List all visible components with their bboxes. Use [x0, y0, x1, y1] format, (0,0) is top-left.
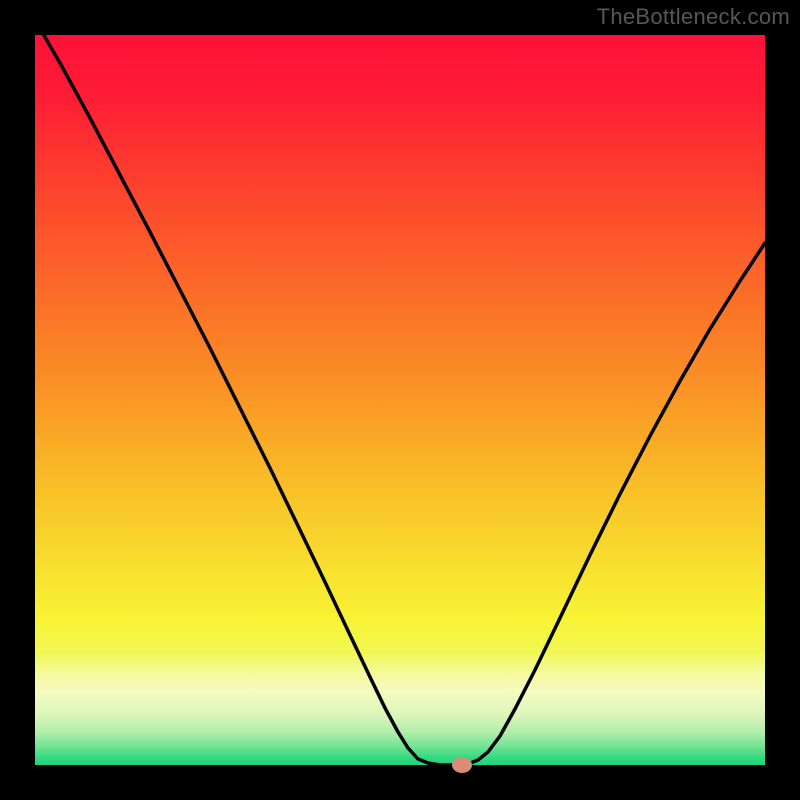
- bottleneck-chart: [0, 0, 800, 800]
- bottleneck-curve: [35, 20, 765, 765]
- optimal-point-marker: [452, 757, 472, 773]
- watermark-text: TheBottleneck.com: [597, 4, 790, 30]
